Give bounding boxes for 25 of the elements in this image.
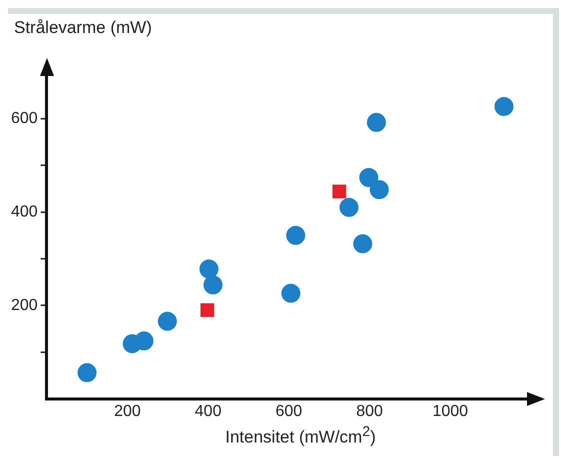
y-tick-label: 600 bbox=[10, 110, 38, 128]
x-tick-label: 600 bbox=[275, 402, 302, 420]
point bbox=[494, 97, 514, 116]
point bbox=[359, 168, 378, 188]
point bbox=[286, 226, 306, 245]
y-tick-label: 200 bbox=[10, 296, 38, 314]
point bbox=[158, 312, 177, 331]
point bbox=[281, 284, 300, 303]
x-axis-title: Intensitet (mW/cm$^{2}$) bbox=[224, 424, 377, 448]
x-tick-label: 200 bbox=[114, 402, 141, 420]
y-tick-label: 400 bbox=[10, 203, 38, 220]
x-tick-label: 400 bbox=[194, 402, 222, 420]
point bbox=[353, 234, 372, 254]
point bbox=[366, 112, 386, 132]
x-tick-label: 1000 bbox=[432, 402, 468, 420]
point bbox=[134, 331, 154, 350]
x-tick-label: 800 bbox=[356, 402, 384, 420]
point bbox=[370, 180, 389, 200]
point bbox=[199, 260, 218, 279]
point bbox=[332, 184, 346, 198]
point bbox=[203, 275, 222, 294]
y-axis-title: Strålevarme (mW) bbox=[14, 18, 152, 38]
point bbox=[200, 303, 214, 317]
point bbox=[78, 363, 97, 382]
point bbox=[339, 198, 358, 217]
